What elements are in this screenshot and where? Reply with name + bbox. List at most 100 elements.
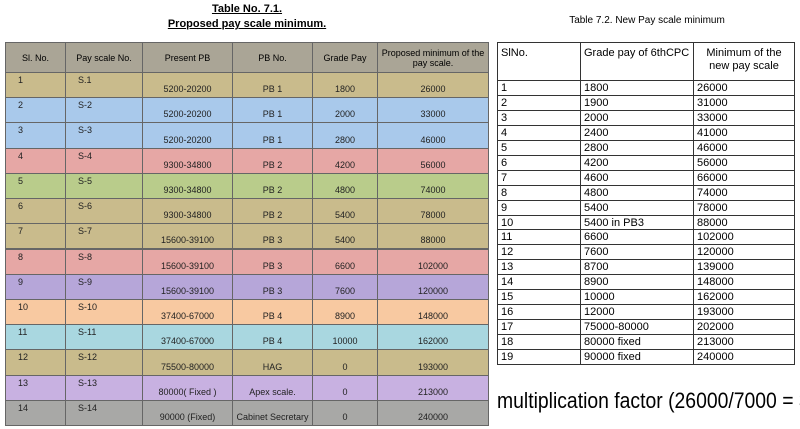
table-cell: 16 <box>497 304 581 321</box>
table-cell: 15600-39100 <box>142 223 233 250</box>
table-cell: 12 <box>5 349 66 376</box>
column-header: Grade Pay <box>312 42 378 73</box>
table-cell: HAG <box>232 349 313 376</box>
table-cell: 6 <box>5 198 66 225</box>
table-cell: 5200-20200 <box>142 122 233 149</box>
table-cell: 10000 <box>312 324 378 351</box>
table-cell: 240000 <box>377 399 489 426</box>
table-cell: 5400 <box>312 198 378 225</box>
column-header: Present PB <box>142 42 233 73</box>
table-cell: 0 <box>312 399 378 426</box>
table-cell: 1 <box>5 72 66 99</box>
table-cell: 5 <box>497 139 581 156</box>
table-cell: 15600-39100 <box>142 248 233 275</box>
column-header: SlNo. <box>497 42 581 81</box>
table-cell: 8900 <box>580 274 694 291</box>
table-cell: 9300-34800 <box>142 198 233 225</box>
table-cell: S-7 <box>65 223 143 250</box>
table-cell: Cabinet Secretary <box>232 399 313 426</box>
table-cell: 46000 <box>693 139 795 156</box>
table-cell: S-4 <box>65 147 143 174</box>
table-cell: 213000 <box>693 334 795 351</box>
table-cell: S-8 <box>65 248 143 275</box>
table-cell: 4800 <box>312 172 378 200</box>
table-cell: S-10 <box>65 298 143 326</box>
table-cell: 17 <box>497 319 581 336</box>
table-cell: 2800 <box>312 122 378 149</box>
table-cell: PB 4 <box>232 298 313 326</box>
table-cell: S-5 <box>65 172 143 200</box>
table-cell: 66000 <box>693 169 795 186</box>
table-cell: 6 <box>497 154 581 171</box>
table-cell: S-11 <box>65 324 143 351</box>
table-cell: 3 <box>5 122 66 149</box>
table-cell: 8 <box>5 248 66 275</box>
table-cell: 120000 <box>377 273 489 300</box>
table-cell: 0 <box>312 349 378 376</box>
table-cell: 148000 <box>693 274 795 291</box>
table-cell: 1900 <box>580 94 694 111</box>
table-cell: PB 2 <box>232 147 313 174</box>
table-cell: 4 <box>497 124 581 141</box>
table-cell: 78000 <box>693 199 795 216</box>
table-cell: 148000 <box>377 298 489 326</box>
table-title: Table 7.2. New Pay scale minimum <box>569 15 725 26</box>
table-cell: 6600 <box>580 229 694 246</box>
table-cell: 10000 <box>580 289 694 306</box>
table-cell: 2000 <box>312 97 378 124</box>
table-cell: PB 4 <box>232 324 313 351</box>
table-cell: 90000 (Fixed) <box>142 399 233 426</box>
table-cell: 0 <box>312 374 378 401</box>
table-cell: 7 <box>497 169 581 186</box>
table-cell: PB 1 <box>232 122 313 149</box>
table-cell: 9 <box>5 273 66 300</box>
table-cell: 88000 <box>693 214 795 231</box>
table-cell: 5400 in PB3 <box>580 214 694 231</box>
table-cell: S-12 <box>65 349 143 376</box>
table-cell: 15 <box>497 289 581 306</box>
table-cell: 8 <box>497 184 581 201</box>
column-header: Proposed minimum of the pay scale. <box>377 42 489 73</box>
table-cell: 102000 <box>693 229 795 246</box>
table-cell: 9 <box>497 199 581 216</box>
table-cell: 5200-20200 <box>142 72 233 99</box>
table-cell: 120000 <box>693 244 795 261</box>
table-cell: 31000 <box>693 94 795 111</box>
column-header: Minimum of the new pay scale <box>693 42 795 81</box>
table-cell: 1800 <box>580 80 694 96</box>
table-cell: Apex scale. <box>232 374 313 401</box>
table-cell: 37400-67000 <box>142 298 233 326</box>
table-cell: S-2 <box>65 97 143 124</box>
column-header: PB No. <box>232 42 313 73</box>
table-cell: 80000 fixed <box>580 334 694 351</box>
table-cell: PB 2 <box>232 198 313 225</box>
table-cell: 2000 <box>580 109 694 126</box>
table-cell: 4600 <box>580 169 694 186</box>
table-cell: 13 <box>497 259 581 276</box>
table-cell: PB 1 <box>232 97 313 124</box>
table-cell: 7 <box>5 223 66 250</box>
table-cell: S.1 <box>65 72 143 99</box>
table-cell: 37400-67000 <box>142 324 233 351</box>
table-cell: 5400 <box>312 223 378 250</box>
table-cell: 193000 <box>377 349 489 376</box>
table-cell: 15600-39100 <box>142 273 233 300</box>
table-cell: 26000 <box>377 72 489 99</box>
subtitle-text: Proposed pay scale minimum. <box>167 18 327 30</box>
table-cell: 9300-34800 <box>142 172 233 200</box>
table-cell: 74000 <box>377 172 489 200</box>
table-cell: 3 <box>497 109 581 126</box>
table-cell: S-3 <box>65 122 143 149</box>
table-cell: 4800 <box>580 184 694 201</box>
table-cell: 80000( Fixed ) <box>142 374 233 401</box>
table-cell: S-14 <box>65 399 143 426</box>
table-cell: 4200 <box>580 154 694 171</box>
table-cell: 202000 <box>693 319 795 336</box>
table-cell: S-6 <box>65 198 143 225</box>
table-cell: 240000 <box>693 349 795 365</box>
table-cell: 14 <box>497 274 581 291</box>
table-cell: 8700 <box>580 259 694 276</box>
table-cell: 88000 <box>377 223 489 250</box>
table-cell: 11 <box>497 229 581 246</box>
table-cell: 4200 <box>312 147 378 174</box>
